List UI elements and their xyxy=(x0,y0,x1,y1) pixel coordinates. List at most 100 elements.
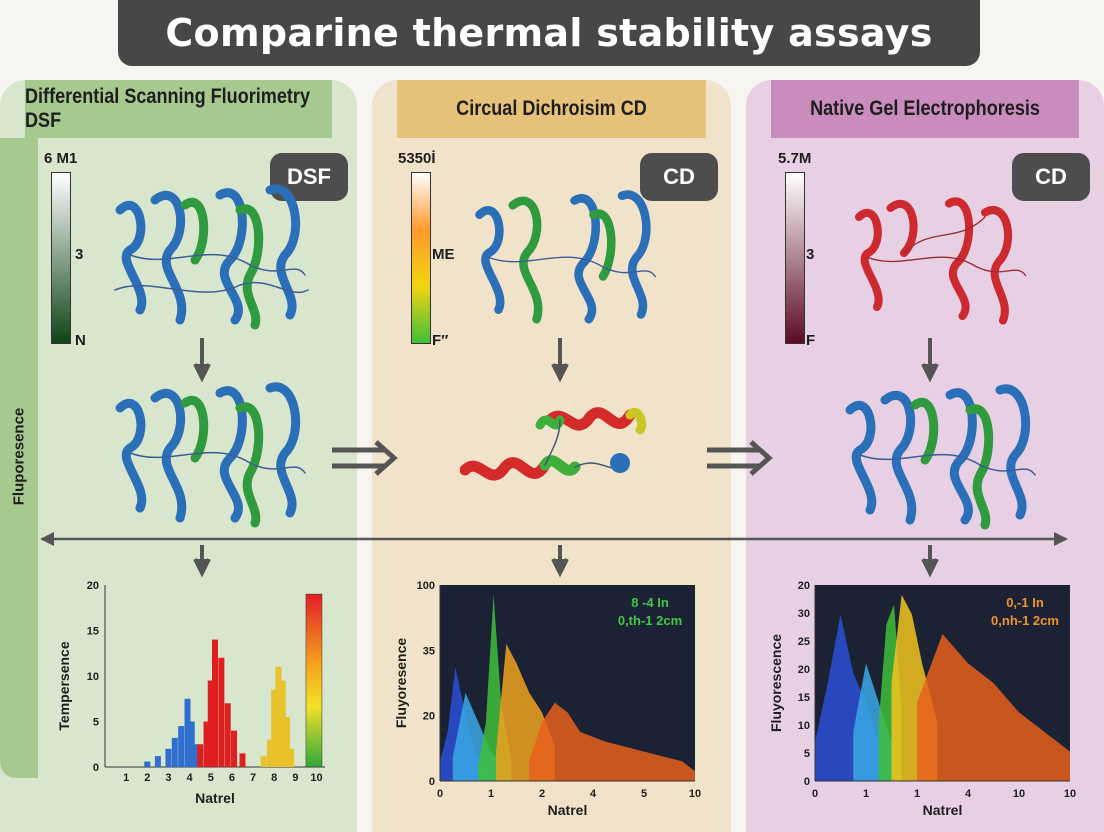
x-tick-label: 8 xyxy=(271,772,277,784)
arrow-down-icon xyxy=(193,338,211,383)
x-axis-title: Natrel xyxy=(195,790,235,806)
badge-native-gel: CD xyxy=(1012,153,1090,201)
horizontal-double-arrow-icon xyxy=(40,532,1068,546)
histogram-bar xyxy=(288,748,295,767)
histogram-bar xyxy=(154,756,161,767)
chart-annotation: 0,-1 In xyxy=(1006,595,1044,610)
colorbar-cd-top-label: 5350İ xyxy=(398,150,436,167)
histogram-bar xyxy=(267,739,273,767)
x-tick-label: 10 xyxy=(689,788,701,800)
y-tick-label: 0 xyxy=(804,776,810,788)
arrow-down-icon xyxy=(921,338,939,383)
double-arrow-right-icon xyxy=(332,440,398,476)
colorbar-dsf xyxy=(51,172,71,344)
x-tick-label: 2 xyxy=(144,772,150,784)
histogram-bar xyxy=(144,761,151,767)
panel-header-cd: Circual Dichroisim CD xyxy=(397,80,706,138)
y-tick-label: 10 xyxy=(798,720,810,732)
y-tick-label: 100 xyxy=(417,580,435,592)
y-tick-label: 5 xyxy=(93,717,99,729)
histogram-bar xyxy=(231,730,238,767)
x-tick-label: 4 xyxy=(187,772,194,784)
colorbar-dsf-mid-label: 3 xyxy=(75,246,84,263)
x-tick-label: 4 xyxy=(965,788,972,800)
x-tick-label: 1 xyxy=(123,772,129,784)
panel-header-dsf: Differential Scanning Fluorimetry DSF xyxy=(24,80,333,138)
arrow-down-icon xyxy=(921,545,939,578)
x-tick-label: 10 xyxy=(1013,788,1025,800)
x-tick-label: 0 xyxy=(437,788,443,800)
colorbar-cd-bottom-label: F″ xyxy=(432,332,449,349)
histogram-bar xyxy=(218,657,225,767)
x-tick-label: 9 xyxy=(292,772,298,784)
histogram-bar xyxy=(165,748,172,767)
y-tick-label: 20 xyxy=(798,664,810,676)
histogram-bar xyxy=(212,639,218,767)
histogram-bar xyxy=(239,753,246,767)
y-axis-title: Fluyorescence xyxy=(768,634,784,732)
x-tick-label: 1 xyxy=(863,788,869,800)
x-axis-title: Natrel xyxy=(923,802,963,818)
y-tick-label: 15 xyxy=(798,692,810,704)
y-tick-label: 25 xyxy=(798,636,810,648)
x-tick-label: 5 xyxy=(208,772,214,784)
colorbar-native-gel-top-label: 5.7M xyxy=(778,150,812,167)
side-axis-bar xyxy=(0,138,38,778)
protein-folded-icon xyxy=(475,190,656,324)
x-tick-label: 6 xyxy=(229,772,235,784)
chart-native-gel: 0 5 10 15 20 25 30 20 0 1 1 4 10 10 Natrel Fluyorescenc… xyxy=(768,580,1076,818)
side-axis-label: Fluporesence xyxy=(10,407,28,506)
colorbar-cd-mid-label: ME xyxy=(432,246,455,263)
histogram-bar xyxy=(171,737,178,767)
protein-folded-red-icon xyxy=(854,197,1027,325)
chart-dsf: 0 5 10 15 20 1 2 3 4 5 6 7 8 9 10 Natrel Tempersence xyxy=(56,580,325,806)
x-tick-label: 3 xyxy=(165,772,171,784)
histogram-bar xyxy=(260,756,267,767)
histogram-bar xyxy=(275,666,282,767)
x-tick-label: 10 xyxy=(310,772,322,784)
y-axis-title: Fluyoresence xyxy=(393,638,409,728)
arrow-down-icon xyxy=(193,545,211,578)
arrow-down-icon xyxy=(551,545,569,578)
page-title: Comparine thermal stability assays xyxy=(165,11,933,55)
chart-annotation: 0,th-1 2cm xyxy=(618,613,682,628)
protein-folded-icon xyxy=(845,384,1036,530)
x-tick-label: 0 xyxy=(812,788,818,800)
colorbar-dsf-bottom-label: N xyxy=(75,332,86,349)
histogram-bar xyxy=(188,721,195,767)
colorbar-dsf-top-label: 6 M1 xyxy=(44,150,78,167)
y-tick-label: 20 xyxy=(423,711,435,723)
badge-cd: CD xyxy=(640,153,718,201)
histogram-bar xyxy=(271,689,278,767)
panel-header-native-gel: Native Gel Electrophoresis xyxy=(771,80,1079,138)
chart-annotation: 8 -4 In xyxy=(631,595,669,610)
x-tick-label: 5 xyxy=(641,788,647,800)
histogram-bar xyxy=(192,744,199,767)
histogram-bar xyxy=(224,703,231,767)
histogram-bar xyxy=(184,698,191,767)
y-tick-label: 10 xyxy=(87,671,99,683)
histogram-bar xyxy=(203,721,210,767)
histogram-bar xyxy=(197,744,204,767)
protein-unfolded-icon xyxy=(460,407,647,481)
colorbar-native-gel-mid-label: 3 xyxy=(806,246,815,263)
series-area xyxy=(917,634,1070,781)
x-axis-title: Natrel xyxy=(548,802,588,818)
y-tick-label: 30 xyxy=(798,608,810,620)
colorbar-native-gel xyxy=(785,172,805,344)
title-banner: Comparine thermal stability assays xyxy=(118,0,980,66)
chart-colorbar xyxy=(305,593,323,768)
x-tick-label: 2 xyxy=(539,788,545,800)
x-tick-label: 1 xyxy=(914,788,920,800)
double-arrow-right-icon xyxy=(707,440,773,476)
histogram-bar xyxy=(178,726,185,767)
histogram-bar xyxy=(283,716,290,767)
chart-annotation: 0,nh-1 2cm xyxy=(991,613,1059,628)
y-axis-title: Tempersence xyxy=(56,641,72,730)
arrow-down-icon xyxy=(551,338,569,383)
chart-cd: 0 20 35 100 0 1 2 4 5 10 Natrel Fluyoresence 8 -4 In… xyxy=(393,580,701,818)
protein-folded-icon xyxy=(114,184,309,330)
histogram-bar xyxy=(207,680,214,767)
x-tick-label: 4 xyxy=(590,788,597,800)
colorbar-cd xyxy=(411,172,431,344)
